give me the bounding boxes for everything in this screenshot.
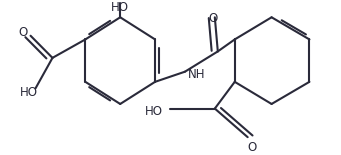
Text: HO: HO xyxy=(145,105,163,118)
Text: O: O xyxy=(247,141,256,154)
Text: HO: HO xyxy=(111,1,129,14)
Text: O: O xyxy=(18,26,27,39)
Text: O: O xyxy=(208,12,218,25)
Text: HO: HO xyxy=(19,86,38,99)
Text: NH: NH xyxy=(188,68,205,81)
